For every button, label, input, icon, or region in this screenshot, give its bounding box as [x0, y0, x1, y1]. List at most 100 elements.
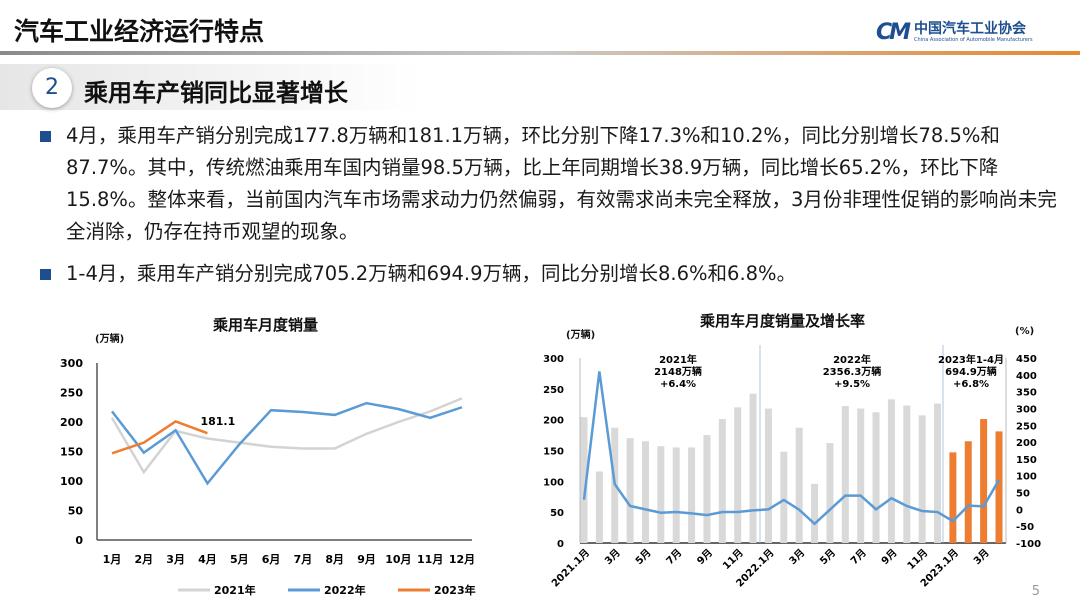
bar-sales — [657, 446, 665, 543]
bar-sales — [780, 451, 788, 543]
caam-logo: CM 中国汽车工业协会 China Association of Automob… — [876, 20, 1033, 45]
y-tick-label: 100 — [60, 475, 83, 488]
left-line-chart: 0 50 100 150 200 250 300 1月 2月 3月 4月 5月 6月 7月 8月 9月 10月 1… — [60, 357, 476, 597]
bar-sales — [980, 419, 988, 543]
bar-sales — [934, 403, 942, 543]
bullet-2: 1-4月，乘用车产销分别完成705.2万辆和694.9万辆，同比分别增长8.6%… — [40, 258, 1060, 290]
right-bar-line-chart: 0 50 100 150 200 250 300 -100 -50 0 50 100 150 200 250… — [543, 345, 1041, 590]
x-tick-label: 5月 — [230, 553, 249, 566]
bar-sales — [841, 406, 849, 543]
logo-cn: 中国汽车工业协会 — [914, 21, 1027, 37]
legend-label: 2021年 — [214, 583, 256, 597]
x-tick-label: 7月 — [294, 553, 313, 566]
section-title: 乘用车产销同比显著增长 — [84, 79, 348, 107]
x-tick-label: 5月 — [633, 547, 653, 567]
y2-tick-label: 300 — [1016, 404, 1037, 415]
legend-label: 2023年 — [434, 583, 476, 597]
x-tick-label: 2月 — [134, 553, 153, 566]
period-annotation: +9.5% — [834, 379, 870, 390]
bar-sales — [626, 438, 634, 543]
bar-sales — [688, 447, 696, 543]
x-tick-label: 1月 — [103, 553, 122, 566]
y2-tick-label: 200 — [1016, 438, 1037, 449]
period-annotation: +6.8% — [953, 379, 989, 390]
x-tick-label: 11月 — [720, 547, 745, 572]
legend-label: 2022年 — [324, 583, 366, 597]
bar-sales — [903, 405, 911, 543]
left-chart-title: 乘用车月度销量 — [213, 316, 319, 334]
x-tick-label: 9月 — [879, 547, 899, 567]
y2-tick-label: 400 — [1016, 371, 1037, 382]
series-line-2023年 — [111, 420, 208, 455]
bar-sales — [764, 408, 772, 543]
bar-sales — [595, 471, 603, 543]
bar-sales — [703, 435, 711, 543]
right-chart-title: 乘用车月度销量及增长率 — [700, 312, 866, 330]
period-annotation: +6.4% — [660, 379, 696, 390]
x-tick-label: 6月 — [262, 553, 281, 566]
bar-sales — [672, 447, 680, 543]
y-tick-label: 0 — [557, 539, 564, 550]
x-tick-label: 3月 — [971, 547, 991, 567]
bar-sales — [826, 443, 834, 543]
x-tick-label: 3月 — [787, 547, 807, 567]
bar-sales — [641, 441, 649, 543]
x-tick-label: 10月 — [385, 553, 411, 566]
y-tick-label: 200 — [60, 416, 83, 429]
period-annotation: 2022年 — [833, 353, 871, 366]
x-tick-label: 4月 — [198, 553, 217, 566]
y2-tick-label: -100 — [1016, 539, 1041, 550]
y-tick-label: 300 — [60, 357, 83, 370]
y2-tick-label: -50 — [1016, 522, 1034, 533]
left-chart-unit: (万辆) — [95, 334, 125, 345]
y-tick-label: 0 — [75, 534, 83, 547]
y2-tick-label: 100 — [1016, 472, 1037, 483]
x-tick-label: 3月 — [166, 553, 185, 566]
bar-sales — [949, 452, 957, 543]
bar-sales — [857, 408, 865, 543]
bullet-1: 4月，乘用车产销分别完成177.8万辆和181.1万辆，环比分别下降17.3%和… — [40, 120, 1060, 248]
bullet-square-icon — [40, 131, 51, 142]
x-tick-label: 2021.1月 — [549, 547, 592, 590]
section-number: 2 — [32, 68, 72, 108]
y-tick-label: 250 — [543, 385, 564, 396]
x-tick-label: 8月 — [325, 553, 344, 566]
bullet-square-icon — [40, 269, 51, 280]
y2-tick-label: 350 — [1016, 388, 1037, 399]
period-annotation: 694.9万辆 — [945, 365, 997, 378]
bar-sales — [580, 417, 588, 543]
x-tick-label: 7月 — [664, 547, 684, 567]
x-tick-label: 11月 — [417, 553, 443, 566]
bar-sales — [872, 412, 880, 543]
y2-tick-label: 0 — [1016, 505, 1023, 516]
header-divider — [0, 51, 1080, 55]
y-tick-label: 150 — [60, 446, 83, 459]
y-tick-label: 50 — [68, 505, 84, 518]
y2-tick-label: 250 — [1016, 421, 1037, 432]
slide-header: 汽车工业经济运行特点 CM 中国汽车工业协会 China Association… — [0, 0, 1080, 56]
slide-title: 汽车工业经济运行特点 — [14, 17, 265, 46]
y-tick-label: 200 — [543, 416, 564, 427]
bar-sales — [718, 419, 726, 543]
bar-sales — [964, 441, 972, 543]
period-annotation: 2356.3万辆 — [823, 365, 882, 378]
bar-sales — [795, 427, 803, 543]
series-line-2022年 — [111, 401, 463, 486]
x-tick-label: 5月 — [818, 547, 838, 567]
x-tick-label: 3月 — [602, 547, 622, 567]
x-tick-label: 12月 — [449, 553, 475, 566]
period-annotation: 2021年 — [659, 353, 697, 366]
page-number: 5 — [1031, 584, 1040, 599]
x-tick-label: 11月 — [905, 547, 930, 572]
period-annotation: 2148万辆 — [654, 365, 702, 378]
bar-sales — [918, 415, 926, 543]
x-tick-label: 9月 — [357, 553, 376, 566]
y-tick-label: 300 — [543, 354, 564, 365]
y-tick-label: 250 — [60, 387, 83, 400]
data-label: 181.1 — [200, 415, 235, 428]
y2-tick-label: 450 — [1016, 354, 1037, 365]
bar-sales — [749, 393, 757, 543]
bar-sales — [734, 407, 742, 543]
right-chart-unit2: (%) — [1015, 326, 1035, 337]
x-tick-label: 7月 — [848, 547, 868, 567]
